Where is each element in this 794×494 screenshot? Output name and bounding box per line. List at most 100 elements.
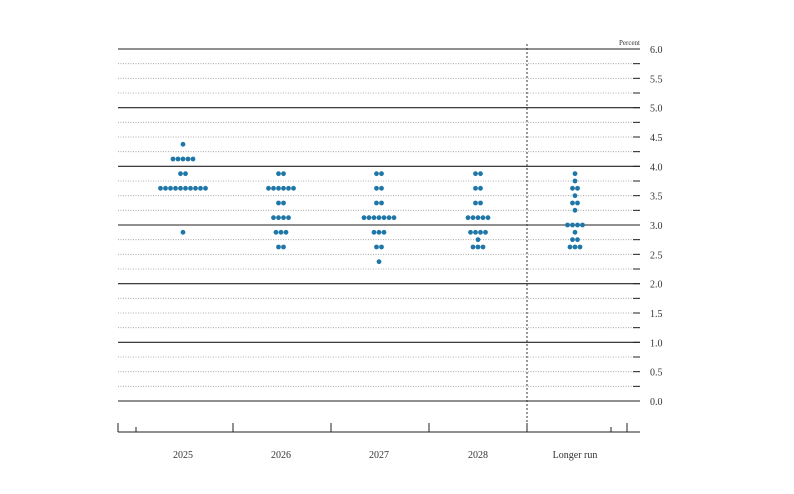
projection-dot <box>575 200 580 206</box>
projection-dot <box>570 237 575 243</box>
projection-dot <box>173 185 178 191</box>
projection-dot <box>286 215 291 221</box>
y-tick-label: 5.0 <box>650 104 663 115</box>
projection-dot <box>570 200 575 206</box>
projection-dot <box>572 244 578 250</box>
y-tick-label: 0.5 <box>650 368 663 379</box>
y-tick-label: 1.0 <box>650 338 663 349</box>
projection-dot <box>475 244 481 250</box>
x-category-label: 2026 <box>271 450 291 461</box>
category-labels: 2025 2026 2027 2028 Longer run <box>173 450 597 461</box>
projection-dot <box>276 171 281 177</box>
y-tick-label: 4.0 <box>650 162 663 173</box>
x-category-label: 2025 <box>173 450 193 461</box>
projection-dot <box>475 237 481 243</box>
projection-dot <box>468 229 473 235</box>
projection-dot <box>366 215 372 221</box>
projection-dot <box>180 156 186 162</box>
projection-dot <box>276 185 281 191</box>
grid-lines <box>118 48 640 402</box>
projection-dot <box>572 171 578 177</box>
projection-dot <box>271 215 276 221</box>
projection-dot <box>168 185 173 191</box>
projection-dot <box>570 222 575 228</box>
projection-dot <box>376 229 382 235</box>
projection-dot <box>386 215 392 221</box>
projection-dot <box>480 244 486 250</box>
projection-dot <box>570 185 575 191</box>
projection-dot <box>283 229 289 235</box>
projection-dot <box>381 229 387 235</box>
y-tick-label: 2.5 <box>650 250 663 261</box>
projection-dot <box>276 244 281 250</box>
projection-dot <box>473 200 478 206</box>
projection-dot <box>470 215 476 221</box>
projection-dot <box>190 156 196 162</box>
projection-dot <box>572 207 578 213</box>
projection-dot <box>379 200 384 206</box>
projection-dot <box>266 185 271 191</box>
projection-dot <box>185 156 191 162</box>
projection-dot <box>281 171 286 177</box>
x-category-label: 2027 <box>369 450 389 461</box>
projection-dot <box>278 229 284 235</box>
projection-dot <box>580 222 585 228</box>
projection-dot <box>175 156 181 162</box>
projection-dot <box>575 222 580 228</box>
projection-dot <box>577 244 583 250</box>
projection-dot <box>198 185 203 191</box>
projection-dot <box>163 185 168 191</box>
projection-dot <box>480 215 486 221</box>
x-category-label: 2028 <box>468 450 488 461</box>
projection-dot <box>485 215 491 221</box>
projection-dot <box>361 215 367 221</box>
projection-dot <box>178 185 183 191</box>
projection-dot <box>193 185 198 191</box>
projection-dot <box>371 229 377 235</box>
projection-dot <box>180 141 186 147</box>
projection-dot <box>470 244 476 250</box>
projection-dot <box>374 185 379 191</box>
projection-dot <box>379 171 384 177</box>
projection-dot <box>178 171 183 177</box>
projection-dot <box>575 237 580 243</box>
projection-dot <box>478 200 483 206</box>
projection-dot <box>478 229 483 235</box>
projection-dot <box>183 185 188 191</box>
projection-dot <box>572 229 578 235</box>
projection-dot <box>572 193 578 199</box>
x-category-label: Longer run <box>553 450 598 461</box>
unit-label: Percent <box>619 39 640 47</box>
projection-dot <box>188 185 193 191</box>
projection-dot <box>180 229 186 235</box>
projection-dot <box>281 215 286 221</box>
y-tick-label: 1.5 <box>650 309 663 320</box>
projection-dot <box>473 185 478 191</box>
projection-dot <box>273 229 279 235</box>
y-tick-label: 3.0 <box>650 221 663 232</box>
y-tick-label: 3.5 <box>650 192 663 203</box>
projection-dot <box>376 215 382 221</box>
projection-dot <box>465 215 471 221</box>
projection-dot <box>271 185 276 191</box>
projection-dot <box>203 185 208 191</box>
projection-dot <box>379 244 384 250</box>
y-tick-label: 2.0 <box>650 280 663 291</box>
projection-dot <box>572 178 578 184</box>
projection-dot <box>473 171 478 177</box>
projection-dot <box>475 215 481 221</box>
projection-dot <box>276 215 281 221</box>
projection-dot <box>281 185 286 191</box>
projection-dot <box>281 200 286 206</box>
projection-dot <box>565 222 570 228</box>
projection-dot <box>281 244 286 250</box>
projection-dot <box>374 171 379 177</box>
x-axis <box>117 423 640 433</box>
projection-dot <box>473 229 478 235</box>
y-tick-label: 0.0 <box>650 397 663 408</box>
projection-dot <box>276 200 281 206</box>
projection-dot <box>374 200 379 206</box>
dots <box>158 141 585 265</box>
y-tick-label: 6.0 <box>650 45 663 56</box>
